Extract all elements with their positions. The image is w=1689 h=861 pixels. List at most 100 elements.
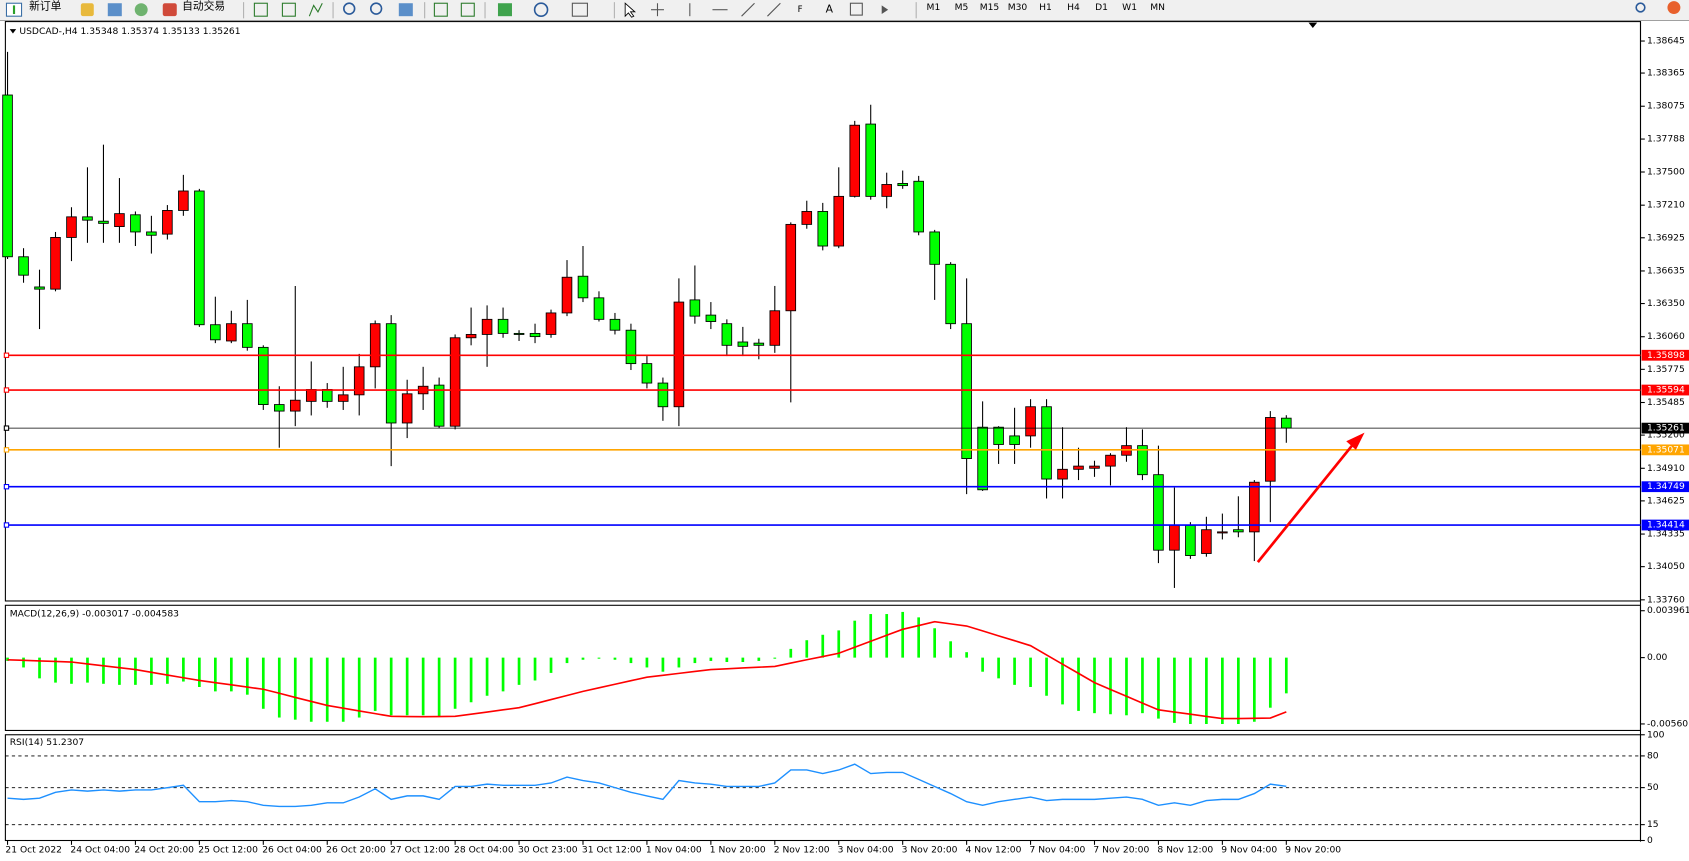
fibonacci-tool[interactable]: F <box>798 5 803 15</box>
x-tick-label: 31 Oct 12:00 <box>582 845 642 856</box>
price-tag <box>1641 422 1689 434</box>
toolbar-icon[interactable] <box>460 2 475 17</box>
trendline-tool[interactable] <box>741 2 755 17</box>
new-order-button[interactable]: 新订单 <box>29 0 62 12</box>
price-tag-label: 1.34414 <box>1647 520 1685 531</box>
zoom-out-icon[interactable] <box>369 2 383 15</box>
y-tick-label: 0 <box>1647 835 1653 846</box>
candle-body <box>1217 531 1228 534</box>
y-tick-label: 1.37788 <box>1647 134 1685 145</box>
macd-signal-line <box>7 620 1287 720</box>
candle-body <box>689 299 701 317</box>
timeframe-button[interactable]: H4 <box>1067 2 1080 13</box>
x-tick-label: 25 Oct 12:00 <box>198 845 258 856</box>
x-tick-label: 28 Oct 04:00 <box>454 845 514 856</box>
candle-body <box>210 324 221 341</box>
price-tag-label: 1.35594 <box>1647 385 1685 396</box>
candle-body <box>337 394 349 402</box>
timeframe-button[interactable]: D1 <box>1095 2 1108 13</box>
y-tick-label: 1.37500 <box>1647 167 1685 178</box>
arrows-tool[interactable] <box>881 5 889 15</box>
y-tick-label: 0.003961 <box>1647 605 1689 616</box>
zoom-in-icon[interactable] <box>343 2 356 15</box>
x-tick-label: 1 Nov 20:00 <box>710 845 766 856</box>
candle-body <box>609 318 621 331</box>
y-tick-label: 1.38075 <box>1647 101 1685 112</box>
channel-tool[interactable] <box>767 2 781 17</box>
candle-body <box>497 318 509 334</box>
candle-body <box>178 190 189 211</box>
candle-body <box>1137 445 1148 476</box>
level-marker <box>3 447 10 453</box>
toolbar: 新订单 自动交易 F A M1 M5 M15 M30 H1 H4 D1 W1 MN <box>5 0 1681 19</box>
toolbar-icon[interactable] <box>281 2 296 17</box>
candle-body <box>737 341 749 347</box>
candle-body <box>977 426 988 491</box>
toolbar-icon[interactable] <box>107 3 122 17</box>
x-tick-label: 30 Oct 23:00 <box>518 845 578 856</box>
x-tick-label: 2 Nov 12:00 <box>774 845 830 856</box>
x-tick-label: 9 Nov 20:00 <box>1285 845 1341 856</box>
candle-body <box>881 184 892 197</box>
timeframe-button[interactable]: M30 <box>1008 2 1028 13</box>
auto-trading-icon[interactable] <box>162 3 177 17</box>
search-icon[interactable] <box>1635 2 1646 13</box>
candle-body <box>305 389 317 402</box>
y-tick-label: 1.36350 <box>1647 298 1685 309</box>
plots: 1.38645 1.38365 1.38075 1.37788 1.37500 1.372… <box>2 36 1689 856</box>
periods-icon[interactable] <box>533 2 549 17</box>
x-tick-label: 27 Oct 12:00 <box>390 845 450 856</box>
candle-body <box>817 211 829 247</box>
y-tick-label: 1.35775 <box>1647 364 1685 375</box>
auto-trading-button[interactable]: 自动交易 <box>182 0 225 12</box>
templates-icon[interactable] <box>571 2 588 17</box>
rsi-line <box>7 763 1287 808</box>
toolbar-icon[interactable] <box>433 2 448 17</box>
timeframe-button[interactable]: W1 <box>1122 2 1137 13</box>
candle-body <box>130 214 141 233</box>
candle-body <box>1105 454 1116 467</box>
indicators-icon[interactable] <box>497 3 512 17</box>
y-tick-label: 1.38645 <box>1647 36 1685 47</box>
label-tool[interactable] <box>849 2 863 16</box>
y-tick-label: 50 <box>1647 782 1659 793</box>
timeframe-button[interactable]: M5 <box>955 2 969 13</box>
timeframe-button[interactable]: MN <box>1150 2 1165 13</box>
candle-body <box>561 276 573 314</box>
x-tick-label: 21 Oct 2022 <box>5 845 62 856</box>
x-tick-label: 4 Nov 12:00 <box>966 845 1022 856</box>
timeframe-button[interactable]: H1 <box>1039 2 1052 13</box>
timeframe-button[interactable]: M1 <box>927 2 941 13</box>
candle-body <box>289 399 301 412</box>
level-marker <box>3 522 10 528</box>
candle-body <box>593 297 605 320</box>
price-tag <box>1641 349 1689 361</box>
y-tick-label: 1.33760 <box>1647 594 1685 605</box>
toolbar-icon[interactable] <box>308 2 323 17</box>
level-marker <box>3 483 10 490</box>
toolbar-icon[interactable] <box>80 3 94 17</box>
candle-body <box>673 301 685 408</box>
candle-body <box>657 382 669 408</box>
candle-body <box>385 323 397 424</box>
cursor-tool[interactable] <box>624 2 636 18</box>
candle-body <box>705 314 717 322</box>
candle-body <box>1201 529 1212 554</box>
candle-body <box>929 231 940 265</box>
symbol-menu-arrow[interactable] <box>9 29 17 34</box>
x-tick-label: 7 Nov 04:00 <box>1029 845 1085 856</box>
candle-body <box>1185 524 1196 556</box>
y-tick-label: 100 <box>1647 729 1665 740</box>
toolbar-icon[interactable] <box>253 2 268 17</box>
toolbar-icon[interactable] <box>398 3 413 17</box>
timeframe-button[interactable]: M15 <box>980 2 1000 13</box>
text-tool[interactable]: A <box>826 3 834 16</box>
candle-body <box>961 323 972 459</box>
price-tag-label: 1.34749 <box>1647 481 1685 492</box>
x-tick-label: 3 Nov 04:00 <box>838 845 894 856</box>
candle-body <box>82 216 93 221</box>
toolbar-icon[interactable] <box>134 3 148 17</box>
notifications-icon[interactable] <box>1667 1 1681 15</box>
x-tick-label: 3 Nov 20:00 <box>902 845 958 856</box>
candle-body <box>401 393 413 424</box>
